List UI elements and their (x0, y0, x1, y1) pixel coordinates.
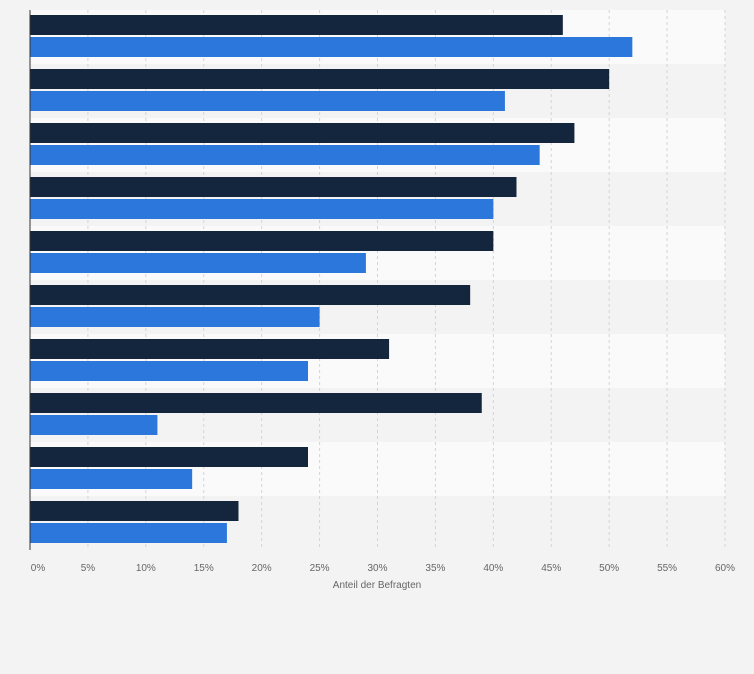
bar-series-1-item-1[interactable] (30, 15, 563, 35)
bar-series-1-item-3[interactable] (30, 123, 575, 143)
bars (30, 15, 633, 543)
x-tick-label: 20% (252, 563, 272, 574)
x-tick-label: 45% (541, 563, 561, 574)
x-tick-label: 0% (31, 563, 46, 574)
bar-series-1-item-6[interactable] (30, 285, 471, 305)
bar-series-2-item-7[interactable] (30, 361, 308, 381)
bar-series-1-item-8[interactable] (30, 393, 482, 413)
bar-series-1-item-5[interactable] (30, 231, 494, 251)
x-tick-label: 55% (657, 563, 677, 574)
x-tick-label: 35% (425, 563, 445, 574)
bar-series-1-item-2[interactable] (30, 69, 610, 89)
x-tick-label: 5% (81, 563, 96, 574)
bar-series-1-item-9[interactable] (30, 447, 308, 467)
bar-series-1-item-4[interactable] (30, 177, 517, 197)
x-tick-label: 10% (136, 563, 156, 574)
x-axis-label: Anteil der Befragten (333, 580, 421, 591)
bar-series-2-item-1[interactable] (30, 37, 633, 57)
bar-series-2-item-3[interactable] (30, 145, 540, 165)
x-tick-label: 30% (367, 563, 387, 574)
bar-series-2-item-9[interactable] (30, 469, 193, 489)
bar-series-2-item-2[interactable] (30, 91, 505, 111)
x-tick-labels: 0% 5% 10% 15% 20% 25% 30% 35% 40% 45% 50% 55% 60% (31, 563, 735, 574)
x-tick-label: 50% (599, 563, 619, 574)
bar-series-2-item-5[interactable] (30, 253, 366, 273)
bar-series-2-item-8[interactable] (30, 415, 158, 435)
x-tick-label: 15% (194, 563, 214, 574)
bar-series-2-item-10[interactable] (30, 523, 227, 543)
bar-series-1-item-7[interactable] (30, 339, 390, 359)
bar-series-2-item-6[interactable] (30, 307, 320, 327)
bar-series-2-item-4[interactable] (30, 199, 494, 219)
x-tick-label: 25% (310, 563, 330, 574)
bar-series-1-item-10[interactable] (30, 501, 239, 521)
x-tick-label: 60% (715, 563, 735, 574)
x-tick-label: 40% (483, 563, 503, 574)
